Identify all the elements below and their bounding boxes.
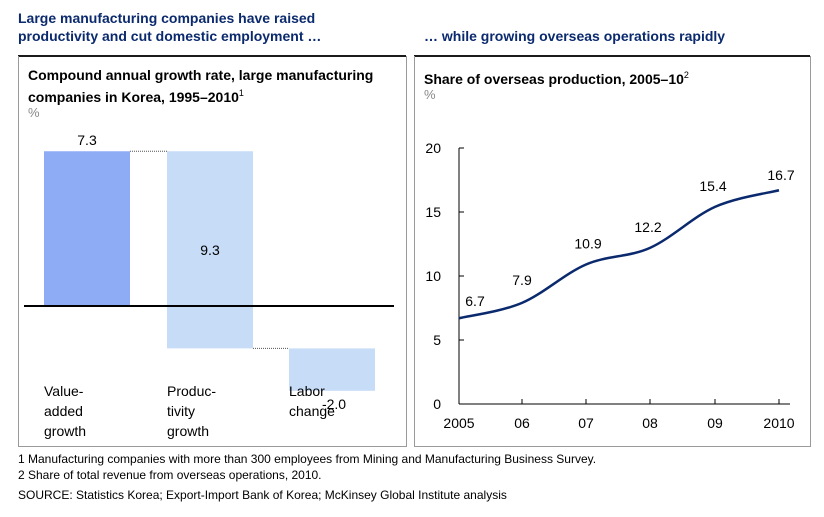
line-chart-unit: % bbox=[424, 87, 436, 102]
waterfall-category-label-1-2: added bbox=[44, 403, 83, 419]
right-header: … while growing overseas operations rapi… bbox=[424, 28, 726, 44]
waterfall-category-label-1-1: Value- bbox=[44, 383, 84, 399]
footnote-1: 1 Manufacturing companies with more than… bbox=[18, 452, 597, 466]
waterfall-category-label-1-3: growth bbox=[44, 423, 86, 439]
line-chart-y-tick-label-2: 10 bbox=[425, 268, 441, 284]
waterfall-category-label-2-2: tivity bbox=[167, 403, 195, 419]
waterfall-category-label-3-1: Labor bbox=[289, 383, 325, 399]
line-chart-series bbox=[458, 189, 780, 320]
waterfall-category-label-3-2: change bbox=[289, 403, 335, 419]
line-chart-y-tick-label-3: 15 bbox=[425, 204, 441, 220]
waterfall-value-label-1: 7.3 bbox=[77, 132, 97, 148]
waterfall-bar-3 bbox=[289, 348, 375, 391]
line-chart-x-tick-label-1: 06 bbox=[514, 415, 530, 431]
line-chart-x-tick-label-4: 09 bbox=[707, 415, 723, 431]
waterfall-panel bbox=[18, 56, 407, 447]
line-chart-title-note: 2 bbox=[683, 70, 689, 80]
waterfall-category-label-2-3: growth bbox=[167, 423, 209, 439]
waterfall-bar-2 bbox=[167, 151, 253, 349]
left-header: Large manufacturing companies have raise… bbox=[18, 10, 322, 44]
waterfall-title: Compound annual growth rate, large manuf… bbox=[28, 66, 398, 106]
waterfall-title-note: 1 bbox=[238, 88, 244, 98]
waterfall-bar-1 bbox=[44, 151, 130, 306]
footnote-2: 2 Share of total revenue from overseas o… bbox=[18, 468, 322, 482]
line-chart-data-label-1: 7.9 bbox=[512, 272, 532, 288]
line-chart-y-tick-label-4: 20 bbox=[425, 140, 441, 156]
line-chart-panel bbox=[414, 56, 811, 447]
left-header-rule bbox=[18, 55, 406, 57]
line-chart-y-tick-label-1: 5 bbox=[433, 332, 441, 348]
line-chart-data-label-4: 15.4 bbox=[699, 178, 726, 194]
line-chart-x-tick-label-0: 2005 bbox=[443, 415, 474, 431]
right-header-rule bbox=[414, 55, 810, 57]
line-chart-x-tick-label-5: 2010 bbox=[763, 415, 794, 431]
waterfall-category-label-2-1: Produc- bbox=[167, 383, 216, 399]
waterfall-unit: % bbox=[28, 105, 40, 120]
line-chart-data-label-3: 12.2 bbox=[634, 219, 661, 235]
waterfall-title-text: Compound annual growth rate, large manuf… bbox=[28, 67, 374, 105]
line-chart-data-label-0: 6.7 bbox=[465, 293, 485, 309]
line-chart-data-label-5: 16.7 bbox=[767, 167, 794, 183]
waterfall-value-label-3: -2.0 bbox=[322, 396, 346, 412]
waterfall-value-label-2: 9.3 bbox=[200, 242, 220, 258]
line-chart-x-tick-label-2: 07 bbox=[578, 415, 594, 431]
line-chart-y-tick-label-0: 0 bbox=[433, 396, 441, 412]
source-note: SOURCE: Statistics Korea; Export-Import … bbox=[18, 488, 507, 502]
line-chart-title: Share of overseas production, 2005–102 bbox=[424, 66, 804, 88]
line-chart-data-label-2: 10.9 bbox=[574, 235, 601, 251]
line-chart-x-tick-label-3: 08 bbox=[642, 415, 658, 431]
line-chart-title-text: Share of overseas production, 2005–10 bbox=[424, 71, 684, 87]
